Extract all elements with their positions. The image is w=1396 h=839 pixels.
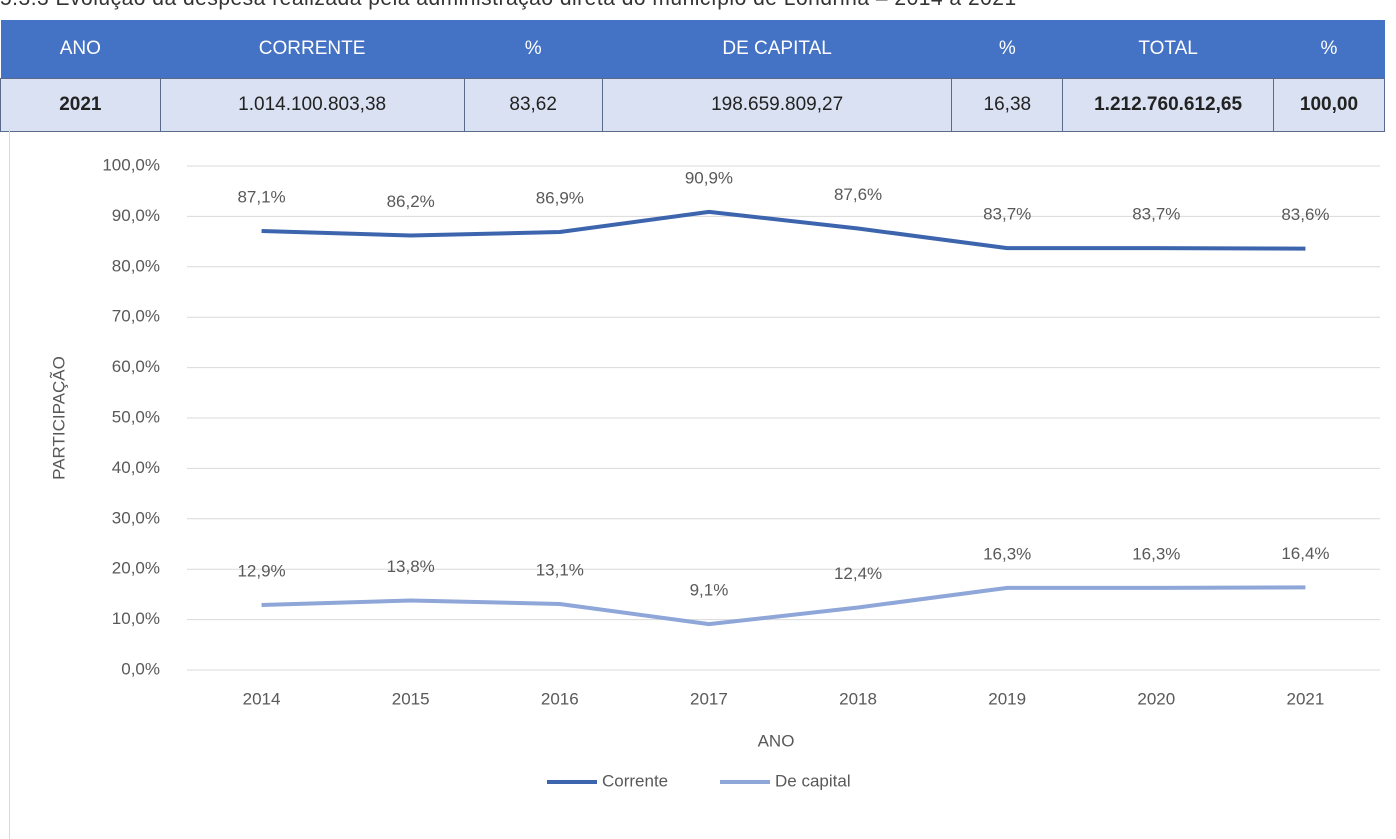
data-label: 16,3% <box>1132 544 1180 563</box>
y-tick-label: 90,0% <box>112 206 160 225</box>
data-label: 13,8% <box>387 557 435 576</box>
cell: 198.659.809,27 <box>601 78 953 132</box>
caption: 5.3.3 Evolução da despesa realizada pela… <box>0 0 1017 11</box>
y-tick-label: 40,0% <box>112 458 160 477</box>
data-label: 9,1% <box>690 581 729 600</box>
y-tick-label: 0,0% <box>121 659 160 678</box>
x-tick-label: 2021 <box>1287 689 1325 708</box>
data-label: 83,7% <box>1132 205 1180 224</box>
data-label: 12,9% <box>237 561 285 580</box>
y-axis-title: PARTICIPAÇÃO <box>49 356 68 480</box>
header-cell: TOTAL <box>1062 20 1274 79</box>
cell: 1.212.760.612,65 <box>1062 78 1274 132</box>
cell: 16,38 <box>951 78 1064 132</box>
y-tick-label: 80,0% <box>112 256 160 275</box>
data-label: 13,1% <box>536 560 584 579</box>
y-tick-label: 100,0% <box>102 155 160 174</box>
y-tick-label: 20,0% <box>112 559 160 578</box>
x-tick-label: 2016 <box>541 689 579 708</box>
x-tick-label: 2020 <box>1137 689 1175 708</box>
x-tick-label: 2014 <box>243 689 281 708</box>
x-axis-title: ANO <box>758 731 795 750</box>
cell: 2021 <box>0 78 161 132</box>
header-cell: DE CAPITAL <box>602 20 952 79</box>
header-cell: % <box>1273 20 1385 79</box>
legend-label: Corrente <box>602 771 668 790</box>
data-label: 86,2% <box>387 192 435 211</box>
legend-label: De capital <box>775 771 851 790</box>
y-tick-label: 10,0% <box>112 609 160 628</box>
y-tick-label: 50,0% <box>112 407 160 426</box>
cell: 100,00 <box>1272 78 1386 132</box>
data-label: 12,4% <box>834 564 882 583</box>
x-tick-label: 2019 <box>988 689 1026 708</box>
x-tick-label: 2018 <box>839 689 877 708</box>
data-label: 16,3% <box>983 544 1031 563</box>
data-label: 83,7% <box>983 205 1031 224</box>
y-tick-label: 30,0% <box>112 508 160 527</box>
series-line <box>261 209 1306 251</box>
header-cell: CORRENTE <box>160 20 465 79</box>
header-cell: ANO <box>0 20 161 79</box>
header-cell: % <box>464 20 603 79</box>
y-tick-label: 70,0% <box>112 307 160 326</box>
data-label: 87,6% <box>834 185 882 204</box>
y-tick-label: 60,0% <box>112 357 160 376</box>
data-label: 16,4% <box>1281 544 1329 563</box>
data-label: 87,1% <box>237 188 285 207</box>
header-cell: % <box>951 20 1063 79</box>
cell: 83,62 <box>463 78 603 132</box>
data-label: 83,6% <box>1281 205 1329 224</box>
data-label: 86,9% <box>536 189 584 208</box>
x-tick-label: 2015 <box>392 689 430 708</box>
x-tick-label: 2017 <box>690 689 728 708</box>
data-label: 90,9% <box>685 168 733 187</box>
cell: 1.014.100.803,38 <box>159 78 465 132</box>
summary-table: ANO CORRENTE % DE CAPITAL % TOTAL % 2021… <box>0 20 1386 132</box>
series-line <box>261 585 1306 627</box>
